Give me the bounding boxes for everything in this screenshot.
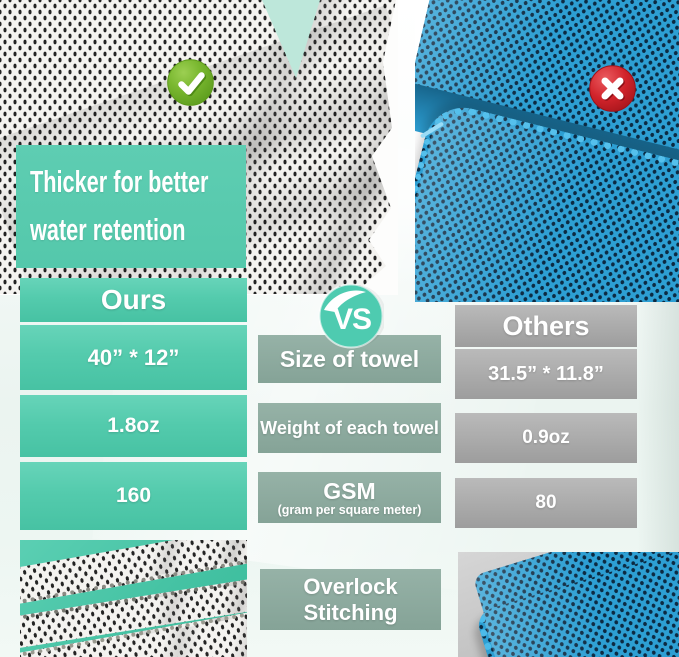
ours-size-cell: 40” * 12” <box>20 325 247 390</box>
criterion-gsm-sublabel: (gram per square meter) <box>277 502 422 517</box>
headline-banner: Thicker for better water retention <box>16 145 246 268</box>
headline-line2: water retention <box>30 212 186 247</box>
vs-badge: VS <box>318 283 387 349</box>
vs-label: VS <box>333 303 371 336</box>
vs-badge-icon: VS <box>318 283 387 349</box>
x-icon <box>589 65 636 112</box>
approved-badge <box>167 59 214 106</box>
others-size-cell: 31.5” * 11.8” <box>455 349 637 399</box>
criterion-gsm-cell: GSM (gram per square meter) <box>258 472 441 523</box>
headline-line1: Thicker for better <box>30 164 209 199</box>
criterion-gsm-label: GSM <box>323 477 376 504</box>
criterion-stitching-cell: Overlock Stitching <box>260 569 441 630</box>
others-header-cell: Others <box>455 305 637 347</box>
blue-towel-photo <box>415 0 679 302</box>
background-right-shade <box>637 268 679 568</box>
ours-weight-cell: 1.8oz <box>20 395 247 457</box>
ours-gsm-cell: 160 <box>20 462 247 530</box>
check-icon <box>167 59 214 106</box>
criterion-weight-cell: Weight of each towel <box>258 403 441 453</box>
gray-towel-closeup-photo <box>20 540 247 657</box>
ours-header-cell: Ours <box>20 278 247 322</box>
others-weight-cell: 0.9oz <box>455 413 637 463</box>
others-gsm-cell: 80 <box>455 478 637 528</box>
rejected-badge <box>589 65 636 112</box>
blue-towel-closeup-photo <box>458 552 679 657</box>
